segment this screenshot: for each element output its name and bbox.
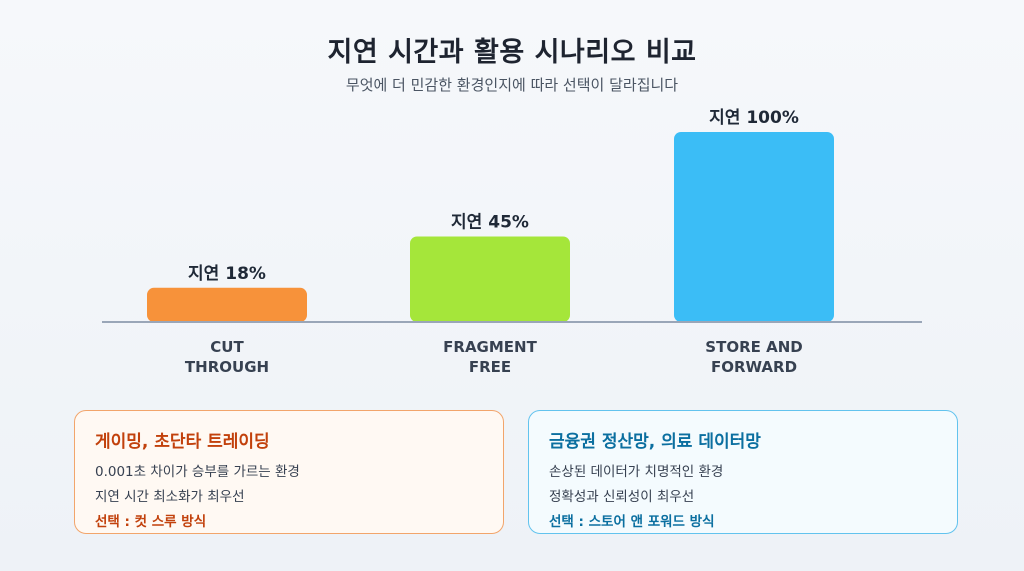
scenario-card-gaming: 게이밍, 초단타 트레이딩 0.001초 차이가 승부를 가르는 환경 지연 시… xyxy=(74,410,504,534)
category-label: STORE AND xyxy=(705,338,802,356)
bar-data-label: 지연 100% xyxy=(709,108,799,128)
card-choice: 선택 : 컷 스루 방식 xyxy=(95,514,207,530)
bar-2 xyxy=(410,236,570,322)
bar-data-label: 지연 18% xyxy=(188,264,266,284)
category-label: THROUGH xyxy=(185,358,269,376)
category-label: FRAGMENT xyxy=(443,338,537,356)
page-title: 지연 시간과 활용 시나리오 비교 xyxy=(327,37,697,68)
card-desc-line: 손상된 데이터가 치명적인 환경 xyxy=(549,464,724,480)
card-desc-line: 지연 시간 최소화가 최우선 xyxy=(95,489,245,505)
card-choice: 선택 : 스토어 앤 포워드 방식 xyxy=(549,514,715,530)
page-subtitle: 무엇에 더 민감한 환경인지에 따라 선택이 달라집니다 xyxy=(345,76,679,94)
latency-bar-chart: 지연 18% CUT THROUGH 지연 45% FRAGMENT FREE 지연 100… xyxy=(102,108,922,376)
category-label: CUT xyxy=(210,338,244,356)
bar-3 xyxy=(674,132,834,322)
scenario-card-finance: 금융권 정산망, 의료 데이터망 손상된 데이터가 치명적인 환경 정확성과 신… xyxy=(528,410,958,534)
card-desc-line: 정확성과 신뢰성이 최우선 xyxy=(549,489,695,505)
bar-1 xyxy=(147,287,307,322)
category-label: FORWARD xyxy=(711,358,797,376)
card-title: 게이밍, 초단타 트레이딩 xyxy=(95,432,270,452)
bar-data-label: 지연 45% xyxy=(451,213,529,233)
card-title: 금융권 정산망, 의료 데이터망 xyxy=(549,432,761,452)
category-label: FREE xyxy=(469,358,511,376)
card-desc-line: 0.001초 차이가 승부를 가르는 환경 xyxy=(95,464,300,480)
